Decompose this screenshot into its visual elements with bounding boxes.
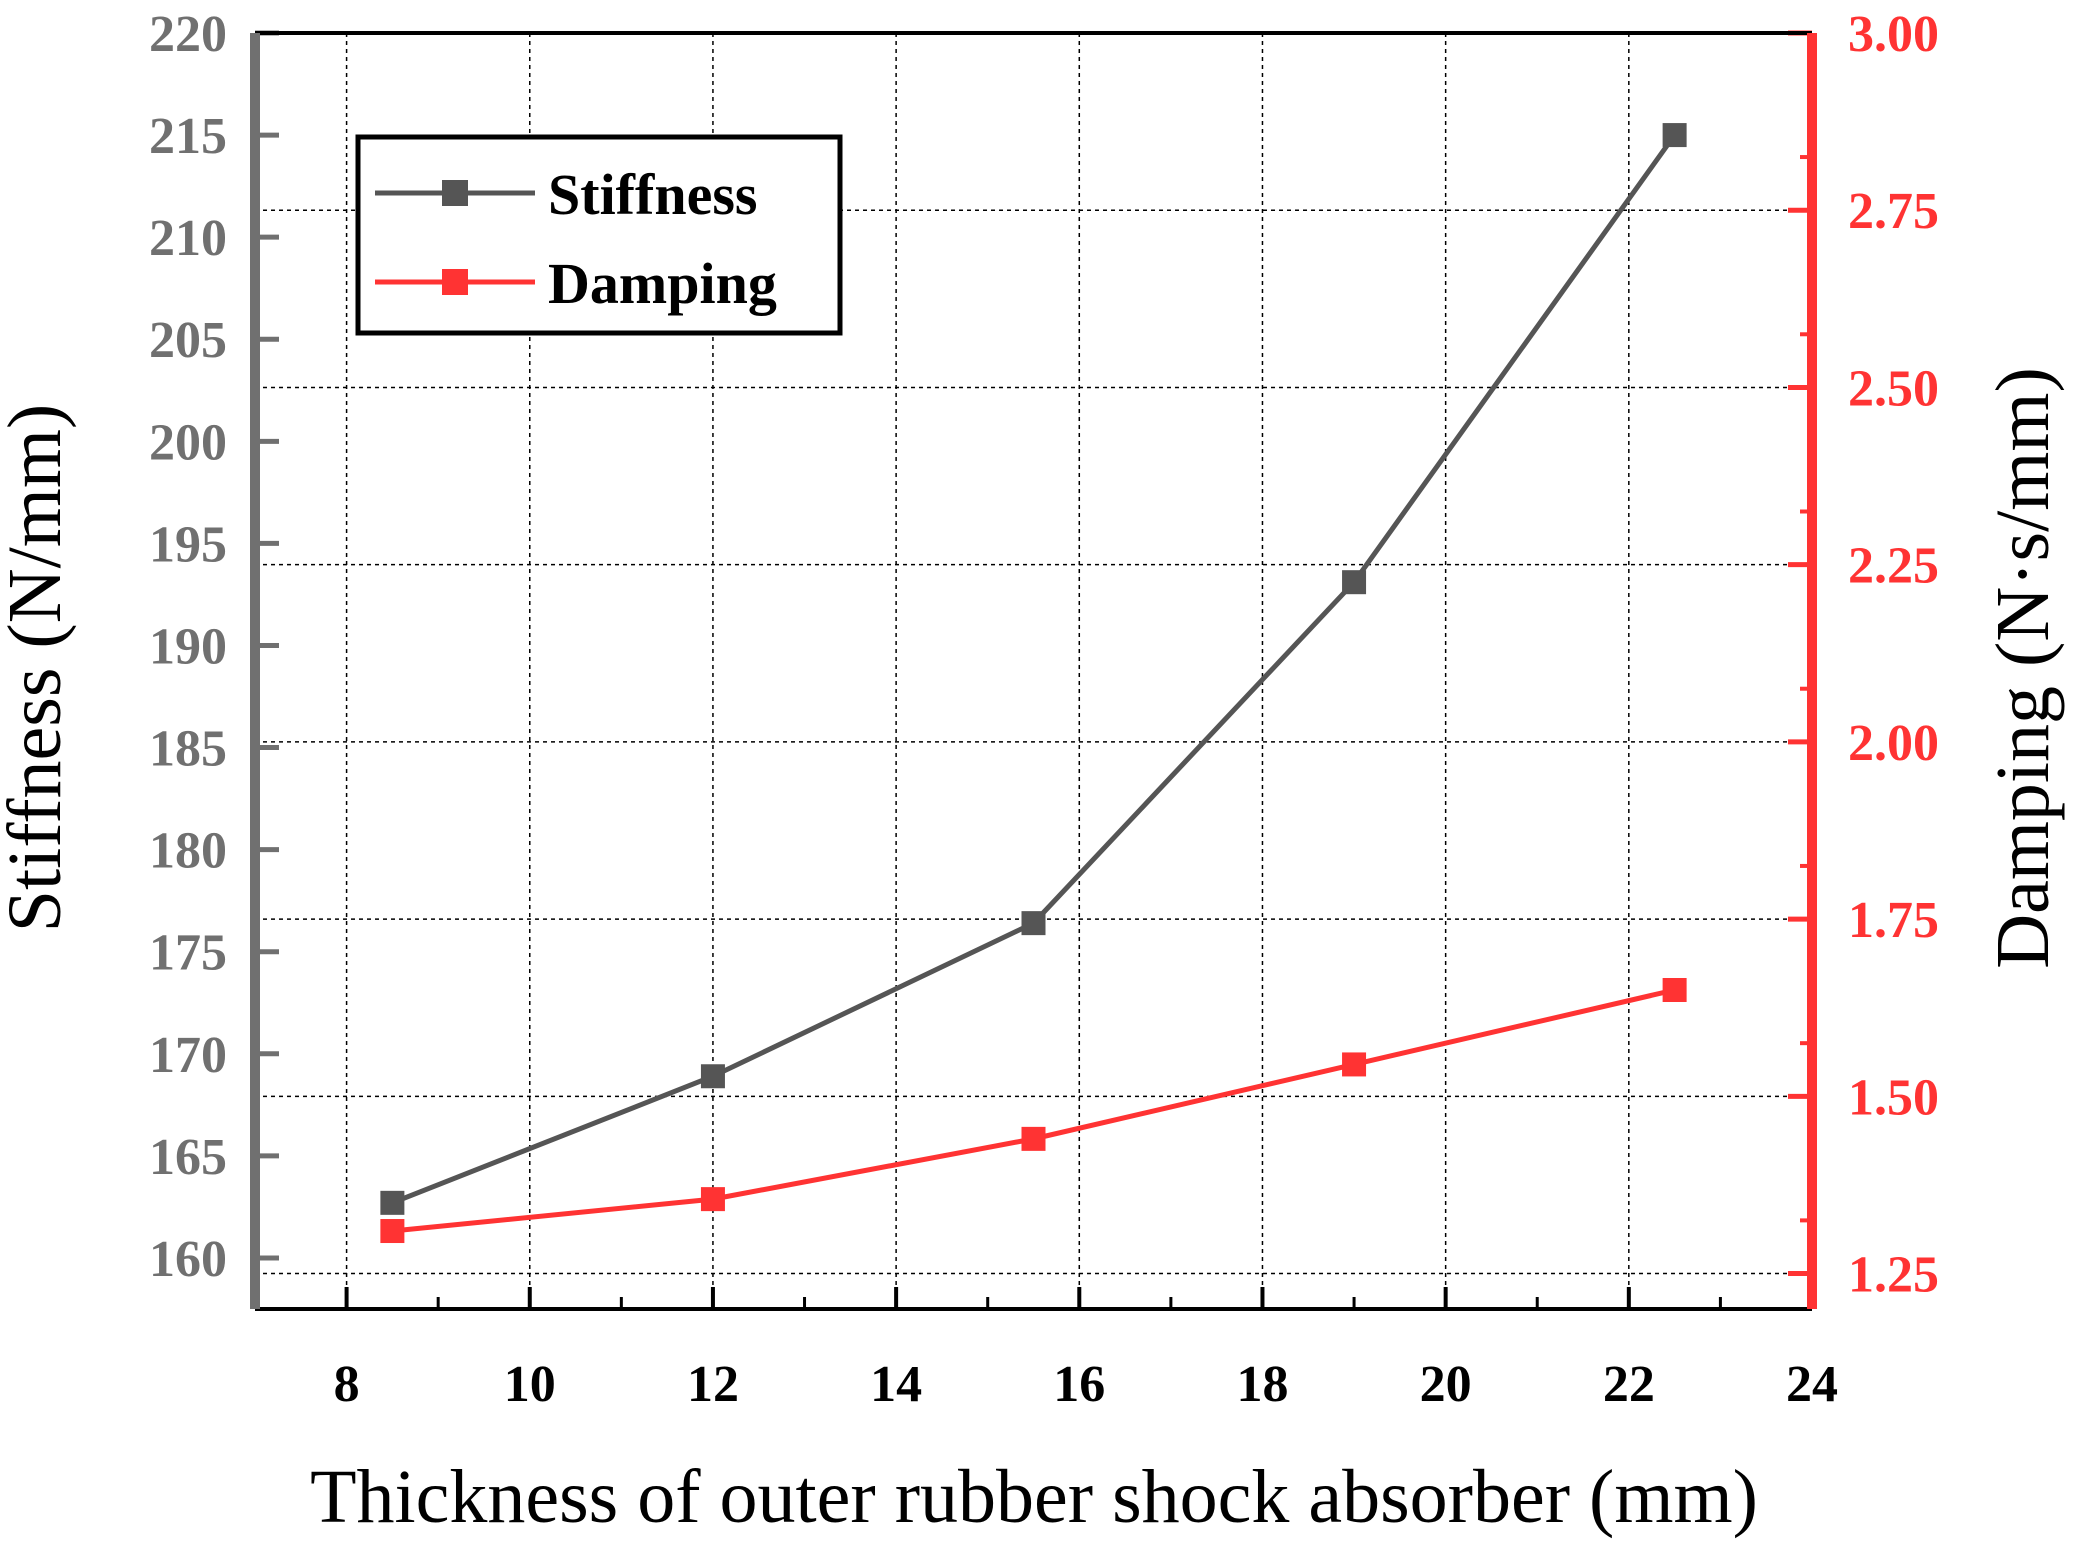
legend-marker-stiffness [442,180,468,206]
y-right-tick-label-3: 2.00 [1848,715,1939,772]
y-right-tick-label-4: 2.25 [1848,538,1939,595]
y-left-tick-label-165: 165 [149,1129,227,1186]
data-point-stiffness-2 [1021,911,1046,936]
x-axis-title: Thickness of outer rubber shock absorber… [310,1455,1758,1539]
x-tick-label-14: 14 [870,1356,922,1413]
y-right-tick-label-2: 1.75 [1848,892,1939,949]
data-point-damping-0 [380,1219,405,1244]
y-left-tick-label-205: 205 [149,312,227,369]
y-left-tick-label-210: 210 [149,210,227,267]
y-left-tick-label-180: 180 [149,823,227,880]
y-right-tick-label-1: 1.50 [1848,1069,1939,1126]
y-left-tick-label-185: 185 [149,721,227,778]
y-left-tick-label-175: 175 [149,925,227,982]
data-point-damping-2 [1021,1126,1046,1151]
y-left-tick-label-160: 160 [149,1231,227,1288]
x-tick-label-12: 12 [687,1356,739,1413]
y-right-tick-label-0: 1.25 [1848,1247,1939,1304]
legend: Stiffness Damping [355,134,843,336]
x-tick-label-8: 8 [334,1356,360,1413]
legend-marker-damping [442,269,468,295]
y-left-tick-label-215: 215 [149,108,227,165]
y-left-axis-title: Stiffness (N/mm) [0,404,77,932]
y-right-tick-label-6: 2.75 [1848,183,1939,240]
data-point-stiffness-3 [1342,570,1367,595]
y-right-tick-label-5: 2.50 [1848,360,1939,417]
data-point-damping-1 [700,1187,725,1212]
data-point-stiffness-4 [1662,123,1687,148]
x-tick-label-16: 16 [1053,1356,1105,1413]
x-tick-label-10: 10 [504,1356,556,1413]
data-point-damping-4 [1662,978,1687,1002]
legend-box [355,134,843,336]
tick-labels: 8 10 12 14 16 18 20 22 241.25 1.50 1.75 2.00 2.25 2.5… [149,6,1939,1413]
y-left-tick-label-195: 195 [149,516,227,573]
data-point-stiffness-0 [380,1190,405,1215]
y-right-axis-title: Damping (N·s/mm) [1981,367,2065,969]
data-point-damping-3 [1342,1052,1367,1077]
x-tick-label-20: 20 [1420,1356,1472,1413]
y-right-tick-label-7: 3.00 [1848,6,1939,63]
y-left-tick-label-200: 200 [149,414,227,471]
y-left-tick-label-220: 220 [149,6,227,63]
x-tick-label-24: 24 [1786,1356,1838,1413]
x-tick-label-18: 18 [1236,1356,1288,1413]
axes [250,30,1817,1311]
series-layer [380,123,1687,1244]
x-tick-label-22: 22 [1603,1356,1655,1413]
legend-label-damping: Damping [548,251,777,316]
y-left-tick-label-190: 190 [149,618,227,675]
data-point-stiffness-1 [700,1064,725,1089]
y-left-tick-label-170: 170 [149,1027,227,1084]
legend-label-stiffness: Stiffness [548,162,757,227]
